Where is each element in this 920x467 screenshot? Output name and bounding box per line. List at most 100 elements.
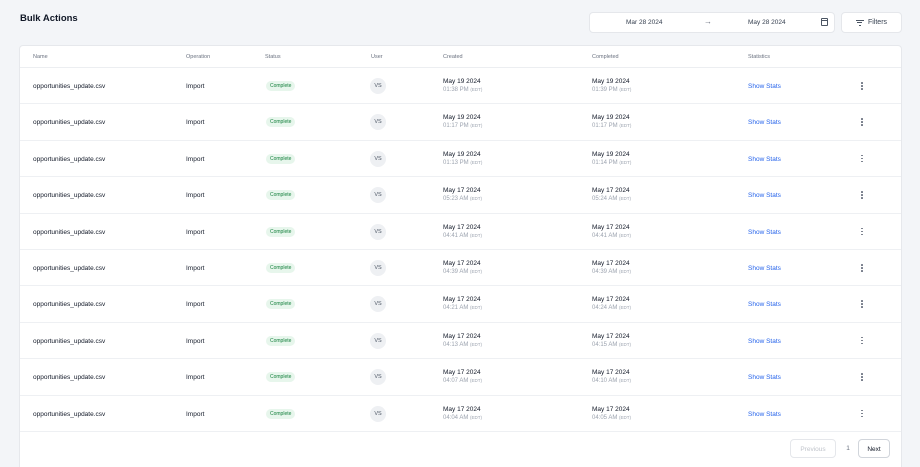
show-stats-link[interactable]: Show Stats bbox=[748, 337, 781, 345]
completed-timezone: (EDT) bbox=[619, 378, 632, 384]
completed-datetime: May 17 2024 04:05 AM (EDT) bbox=[592, 406, 631, 421]
created-datetime: May 17 2024 04:21 AM (EDT) bbox=[443, 296, 482, 311]
completed-timezone: (EDT) bbox=[619, 87, 632, 92]
table-row[interactable]: opportunities_update.csv Import Complete VS… bbox=[20, 286, 901, 323]
created-timezone: (EDT) bbox=[470, 269, 483, 274]
created-time-value: 01:38 PM bbox=[443, 87, 469, 93]
operation: Import bbox=[186, 155, 205, 163]
avatar: VS bbox=[370, 187, 386, 204]
completed-date: May 17 2024 bbox=[592, 223, 630, 231]
created-timezone: (EDT) bbox=[470, 305, 483, 311]
avatar: VS bbox=[370, 223, 386, 240]
status-badge: Complete bbox=[266, 335, 296, 346]
table-row[interactable]: opportunities_update.csv Import Complete VS… bbox=[20, 214, 901, 250]
operation: Import bbox=[186, 83, 205, 90]
calendar-icon[interactable] bbox=[821, 18, 828, 26]
completed-datetime: May 17 2024 05:24 AM (EDT) bbox=[592, 187, 631, 202]
more-options-icon[interactable] bbox=[860, 299, 864, 309]
show-stats-link[interactable]: Show Stats bbox=[748, 119, 781, 127]
file-name: opportunities_update.csv bbox=[33, 265, 106, 272]
created-date: May 19 2024 bbox=[443, 150, 481, 158]
table-row[interactable]: opportunities_update.csv Import Complete VS… bbox=[20, 104, 901, 141]
show-stats-link[interactable]: Show Stats bbox=[748, 301, 781, 309]
table-row[interactable]: opportunities_update.csv Import Complete VS… bbox=[20, 68, 901, 105]
date-from[interactable]: Mar 28 2024 bbox=[626, 19, 663, 26]
next-page-button[interactable]: Next bbox=[858, 439, 890, 458]
operation: Import bbox=[186, 228, 205, 236]
table-row[interactable]: opportunities_update.csv Import Complete VS… bbox=[20, 250, 901, 287]
created-datetime: May 19 2024 01:13 PM (EDT) bbox=[443, 151, 482, 166]
more-options-icon[interactable] bbox=[860, 263, 864, 273]
show-stats-link[interactable]: Show Stats bbox=[748, 410, 781, 418]
created-datetime: May 17 2024 04:39 AM (EDT) bbox=[443, 260, 482, 275]
show-stats-link[interactable]: Show Stats bbox=[748, 228, 781, 236]
completed-time-value: 01:14 PM bbox=[592, 159, 618, 166]
completed-time-value: 01:17 PM bbox=[592, 123, 618, 130]
completed-datetime: May 17 2024 04:41 AM (EDT) bbox=[592, 224, 631, 239]
more-options-icon[interactable] bbox=[860, 154, 864, 164]
previous-page-button[interactable]: Previous bbox=[790, 439, 836, 458]
created-datetime: May 17 2024 04:04 AM (EDT) bbox=[443, 406, 482, 421]
completed-datetime: May 19 2024 01:39 PM (EDT) bbox=[592, 78, 631, 93]
column-header-completed: Completed bbox=[592, 54, 619, 60]
operation: Import bbox=[186, 374, 205, 382]
completed-time: 04:10 AM (EDT) bbox=[592, 378, 631, 384]
table-row[interactable]: opportunities_update.csv Import Complete VS… bbox=[20, 177, 901, 214]
status-badge: Complete bbox=[266, 226, 296, 237]
completed-date: May 19 2024 bbox=[592, 150, 630, 158]
avatar: VS bbox=[370, 405, 386, 422]
completed-date: May 17 2024 bbox=[592, 369, 630, 377]
created-timezone: (EDT) bbox=[470, 87, 483, 92]
more-options-icon[interactable] bbox=[860, 372, 864, 382]
file-name: opportunities_update.csv bbox=[33, 410, 106, 418]
date-range-picker[interactable]: Mar 28 2024 → May 28 2024 bbox=[589, 12, 835, 33]
operation: Import bbox=[186, 337, 205, 345]
more-options-icon[interactable] bbox=[860, 227, 864, 237]
completed-time-value: 04:05 AM bbox=[592, 414, 618, 421]
created-datetime: May 17 2024 04:13 AM (EDT) bbox=[443, 333, 482, 348]
completed-time: 01:17 PM (EDT) bbox=[592, 123, 631, 129]
created-time: 04:41 AM (EDT) bbox=[443, 233, 482, 239]
table-row[interactable]: opportunities_update.csv Import Complete VS… bbox=[20, 359, 901, 396]
status-badge: Complete bbox=[266, 153, 296, 164]
created-time-value: 01:17 PM bbox=[443, 123, 469, 130]
completed-timezone: (EDT) bbox=[619, 341, 632, 347]
current-page-number[interactable]: 1 bbox=[846, 445, 850, 452]
show-stats-link[interactable]: Show Stats bbox=[748, 374, 781, 382]
more-options-icon[interactable] bbox=[860, 117, 864, 127]
created-time-value: 04:07 AM bbox=[443, 378, 469, 385]
table-row[interactable]: opportunities_update.csv Import Complete VS… bbox=[20, 396, 901, 432]
completed-timezone: (EDT) bbox=[619, 196, 632, 202]
created-time: 04:21 AM (EDT) bbox=[443, 305, 482, 311]
table-row[interactable]: opportunities_update.csv Import Complete VS… bbox=[20, 323, 901, 360]
file-name: opportunities_update.csv bbox=[33, 228, 106, 236]
completed-time-value: 04:24 AM bbox=[592, 305, 618, 312]
completed-time: 04:05 AM (EDT) bbox=[592, 415, 631, 421]
file-name: opportunities_update.csv bbox=[33, 83, 106, 90]
completed-datetime: May 17 2024 04:24 AM (EDT) bbox=[592, 296, 631, 311]
column-header-created: Created bbox=[443, 54, 463, 60]
created-date: May 19 2024 bbox=[443, 114, 481, 122]
completed-datetime: May 17 2024 04:15 AM (EDT) bbox=[592, 333, 631, 348]
filters-button[interactable]: Filters bbox=[841, 12, 902, 33]
more-options-icon[interactable] bbox=[860, 336, 864, 346]
created-time: 01:13 PM (EDT) bbox=[443, 160, 482, 166]
table-row[interactable]: opportunities_update.csv Import Complete VS… bbox=[20, 141, 901, 178]
show-stats-link[interactable]: Show Stats bbox=[748, 265, 781, 272]
created-time-value: 04:21 AM bbox=[443, 305, 469, 312]
more-options-icon[interactable] bbox=[860, 190, 864, 200]
more-options-icon[interactable] bbox=[860, 81, 864, 91]
column-header-name: Name bbox=[33, 54, 48, 60]
created-date: May 17 2024 bbox=[443, 369, 481, 377]
status-badge: Complete bbox=[266, 190, 296, 201]
completed-time-value: 01:39 PM bbox=[592, 87, 618, 93]
show-stats-link[interactable]: Show Stats bbox=[748, 155, 781, 163]
show-stats-link[interactable]: Show Stats bbox=[748, 192, 781, 200]
show-stats-link[interactable]: Show Stats bbox=[748, 83, 781, 90]
column-header-statistics: Statistics bbox=[748, 54, 771, 60]
more-options-icon[interactable] bbox=[860, 409, 864, 419]
created-time-value: 04:04 AM bbox=[443, 414, 469, 421]
date-to[interactable]: May 28 2024 bbox=[748, 19, 786, 26]
operation: Import bbox=[186, 119, 205, 127]
operation: Import bbox=[186, 301, 205, 309]
